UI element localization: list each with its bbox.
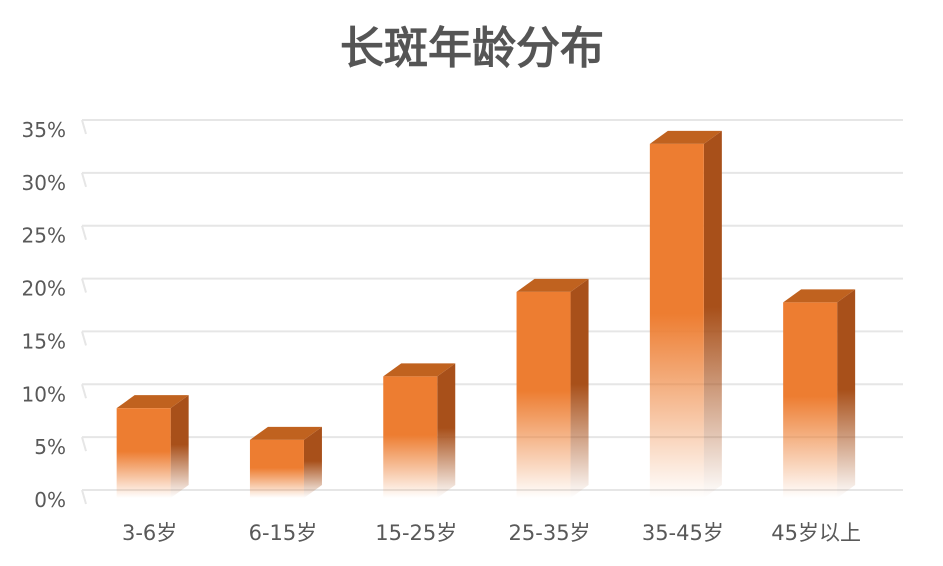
bar-top bbox=[649, 130, 722, 144]
bar-front bbox=[783, 302, 838, 498]
gridline-diagonal bbox=[81, 225, 87, 240]
x-tick-label: 35-45岁 bbox=[642, 521, 724, 545]
bar-top bbox=[783, 289, 856, 303]
y-tick-label: 5% bbox=[34, 435, 66, 459]
y-tick-label: 15% bbox=[22, 329, 66, 353]
x-tick-label: 45岁以上 bbox=[771, 521, 861, 545]
gridline-diagonal bbox=[81, 172, 87, 188]
bar-front bbox=[516, 291, 571, 498]
bar-top bbox=[383, 363, 456, 377]
x-tick-label: 3-6岁 bbox=[122, 521, 177, 545]
gridline-diagonal bbox=[81, 119, 87, 135]
bar-side bbox=[437, 363, 456, 498]
x-tick-label: 25-35岁 bbox=[509, 521, 591, 545]
gridline-diagonal bbox=[81, 278, 87, 293]
y-tick-label: 30% bbox=[22, 171, 66, 195]
bar-side bbox=[570, 278, 589, 498]
y-tick-label: 20% bbox=[22, 277, 66, 301]
x-tick-label: 15-25岁 bbox=[375, 521, 457, 545]
gridline-diagonal bbox=[81, 331, 87, 346]
chart-title: 长斑年龄分布 bbox=[340, 23, 604, 74]
y-tick-label: 10% bbox=[22, 382, 66, 406]
bar bbox=[649, 130, 722, 498]
gridline-diagonal bbox=[81, 384, 87, 399]
bars bbox=[116, 130, 856, 498]
y-axis-labels: 0% 5% 10% 15% 20% 25% 30% 35% bbox=[22, 118, 66, 512]
y-tick-label: 0% bbox=[34, 488, 66, 512]
bar-top bbox=[516, 278, 589, 292]
bar bbox=[249, 426, 322, 498]
bar bbox=[516, 278, 589, 498]
bar-top bbox=[249, 426, 322, 440]
bar bbox=[116, 395, 189, 498]
x-axis-labels: 3-6岁 6-15岁 15-25岁 25-35岁 35-45岁 45岁以上 bbox=[122, 521, 861, 545]
x-tick-label: 6-15岁 bbox=[249, 521, 318, 545]
bar bbox=[783, 289, 856, 498]
y-tick-label: 35% bbox=[22, 118, 66, 142]
bar-front bbox=[649, 143, 704, 498]
bar-side bbox=[837, 289, 856, 498]
bar-front bbox=[249, 439, 304, 498]
y-tick-label: 25% bbox=[22, 224, 66, 248]
gridline-diagonal bbox=[81, 436, 87, 452]
bar bbox=[383, 363, 456, 498]
gridline-diagonal bbox=[81, 489, 87, 505]
bar-front bbox=[383, 376, 438, 498]
bar-top bbox=[116, 395, 189, 409]
bar-front bbox=[116, 408, 171, 498]
bar-side bbox=[170, 395, 189, 498]
bar-side bbox=[303, 426, 322, 498]
gridlines bbox=[81, 119, 903, 505]
bar-side bbox=[703, 130, 722, 498]
